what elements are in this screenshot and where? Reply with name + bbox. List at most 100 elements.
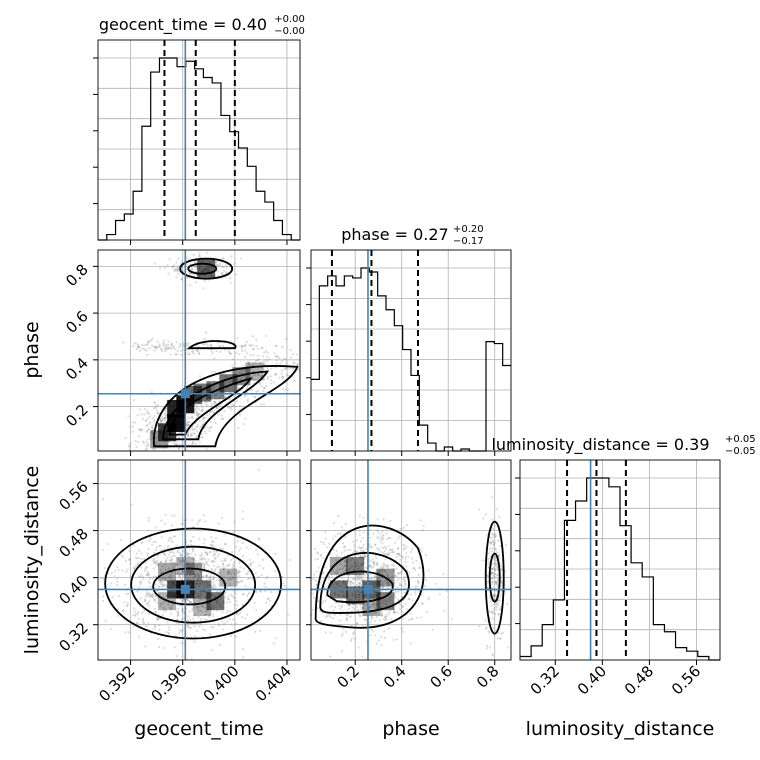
scatter-point [175,562,178,565]
scatter-point [154,575,157,578]
scatter-point [173,535,177,538]
scatter-point [376,518,379,521]
scatter-point [143,599,146,602]
scatter-point [181,442,184,446]
scatter-point [196,578,199,581]
scatter-point [201,604,204,607]
scatter-point [210,648,213,652]
scatter-point [202,416,205,420]
scatter-point [322,541,325,544]
scatter-point [378,568,382,571]
scatter-point [182,599,185,603]
scatter-point [131,421,134,424]
scatter-point [116,580,119,583]
scatter-point [205,575,208,578]
scatter-point [224,348,227,351]
scatter-point [154,526,157,529]
scatter-point [224,591,227,594]
scatter-point [176,266,179,269]
scatter-point [369,546,373,549]
scatter-point [334,571,337,575]
scatter-point [253,395,257,399]
scatter-point [168,606,171,609]
scatter-point [488,631,491,634]
scatter-point [155,405,158,408]
scatter-point [275,355,279,358]
scatter-point [228,352,231,355]
scatter-point [142,347,145,351]
scatter-point [210,426,213,429]
scatter-point [153,406,156,410]
scatter-point [383,569,386,572]
scatter-point [266,367,269,370]
scatter-point [411,599,414,602]
scatter-point [125,592,128,595]
scatter-point [176,613,180,616]
scatter-point [221,560,224,563]
scatter-point [204,606,207,609]
scatter-point [164,411,167,414]
scatter-point [194,574,197,578]
scatter-point [180,553,184,556]
scatter-point [135,557,139,560]
scatter-point [491,496,494,499]
scatter-point [144,448,147,451]
scatter-point [341,567,344,570]
scatter-point [145,343,148,346]
scatter-point [371,560,374,563]
scatter-point [313,573,316,576]
scatter-point [145,573,148,577]
scatter-point [157,638,160,641]
scatter-point [192,577,195,580]
scatter-point [381,565,384,569]
scatter-point [385,532,388,535]
scatter-point [194,281,197,284]
scatter-point [221,272,224,276]
scatter-point [392,570,396,574]
scatter-point [251,344,254,347]
scatter-point [359,546,362,549]
contour-inner [152,567,227,606]
scatter-point [198,605,201,608]
scatter-point [262,390,265,393]
scatter-point [146,353,149,356]
scatter-point [224,533,227,536]
scatter-point [275,373,278,376]
scatter-point [258,564,261,567]
scatter-point [179,563,182,566]
scatter-point [143,413,146,416]
scatter-point [319,540,322,543]
scatter-point [156,618,159,621]
scatter-point [334,606,337,609]
scatter-point [199,570,202,573]
scatter-point [205,342,208,346]
scatter-point [361,555,364,558]
scatter-point [140,347,143,350]
scatter-point [200,410,203,413]
scatter-point [380,580,383,583]
scatter-point [205,426,208,429]
scatter-point [259,382,262,386]
scatter-point [400,570,403,573]
scatter-point [103,566,106,570]
scatter-point [209,578,212,581]
scatter-point [198,412,201,416]
scatter-point [497,539,500,542]
scatter-point [174,348,177,351]
scatter-point [379,539,382,542]
scatter-point [233,591,236,594]
scatter-point [116,577,119,580]
scatter-point [146,573,149,577]
scatter-point [392,611,395,614]
scatter-point [133,421,137,424]
scatter-point [234,607,238,610]
scatter-point [172,263,176,267]
scatter-point [136,622,139,625]
scatter-point [191,548,195,551]
scatter-point [163,547,166,550]
scatter-point [139,581,142,584]
scatter-point [175,261,178,264]
scatter-point [218,578,221,581]
scatter-point [211,560,214,563]
scatter-point [233,561,236,564]
